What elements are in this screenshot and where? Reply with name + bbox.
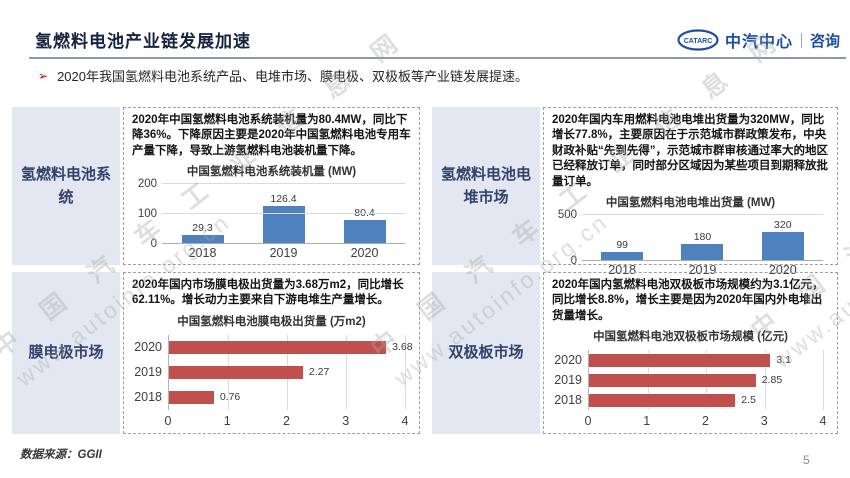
plot-area: 3.1 2.85 2.5 (588, 350, 824, 410)
page-number: 5 (803, 453, 810, 467)
plot-area: 99 180 320 (582, 214, 823, 262)
bar (601, 251, 644, 262)
sidebar-label-stack: 氢燃料电池电堆市场 (432, 107, 540, 265)
bar (169, 340, 387, 354)
bar (589, 393, 736, 407)
sidebar-label-bipolar: 双极板市场 (432, 272, 540, 434)
bar (169, 365, 303, 379)
bar (169, 390, 214, 404)
system-install-chart: 中国氢燃料电池系统装机量 (MW) 0 100 200 29.3 126.4 80.4 … (132, 159, 411, 260)
logo-divider (800, 32, 802, 48)
catarc-logo: CATARC 中汽中心 咨询 (677, 28, 840, 52)
bar (343, 220, 386, 245)
bullet-arrow-icon: ➢ (38, 69, 49, 83)
panel-description: 2020年国内市场膜电极出货量为3.68万m2，同比增长62.11%。增长动力主… (132, 279, 404, 307)
sidebar-label-system: 氢燃料电池系统 (12, 107, 120, 265)
header-divider-line (29, 57, 846, 59)
x-axis-labels: 2018 2019 2020 (188, 246, 379, 261)
y-axis-categories: 2020 2019 2018 (554, 353, 582, 408)
x-axis-labels: 2018 2019 2020 (608, 263, 797, 278)
page-title: 氢燃料电池产业链发展加速 (35, 32, 251, 51)
content-box-membrane: 2020年国内市场膜电极出货量为3.68万m2，同比增长62.11%。增长动力主… (123, 272, 420, 434)
bipolar-market-chart: 中国氢燃料电池双极板市场规模 (亿元) 2020 2019 2018 3.1 2.85… (552, 324, 829, 429)
panel-description: 2020年中国氢燃料电池系统装机量为80.4MW，同比下降36%。下降原因主要是… (132, 114, 411, 157)
content-box-system: 2020年中国氢燃料电池系统装机量为80.4MW，同比下降36%。下降原因主要是… (123, 107, 420, 265)
plot-area: 29.3 126.4 80.4 (162, 183, 405, 245)
bar (589, 373, 756, 387)
catarc-emblem-icon: CATARC (677, 29, 719, 51)
bar (681, 244, 724, 262)
panel-stack-market: 氢燃料电池电堆市场 2020年国内车用燃料电池电堆出货量为320MW，同比增长7… (432, 107, 838, 277)
logo-suffix-text: 咨询 (809, 32, 840, 50)
chart-title: 中国氢燃料电池电堆出货量 (MW) (605, 197, 776, 210)
panel-description: 2020年国内车用燃料电池电堆出货量为320MW，同比增长77.8%，主要原因在… (552, 114, 828, 188)
chart-title: 中国氢燃料电池膜电极出货量 (万m2) (177, 315, 366, 328)
logo-brand-text: 中汽中心 (724, 34, 793, 51)
bar (181, 235, 224, 245)
chart-title: 中国氢燃料电池系统装机量 (MW) (186, 166, 357, 179)
stack-shipment-chart: 中国氢燃料电池电堆出货量 (MW) 0 500 99 180 320 2018 2019… (552, 190, 829, 277)
panel-bipolar-plate: 双极板市场 2020年国内氢燃料电池双极板市场规模约为3.1亿元，同比增长8.8… (432, 272, 838, 434)
panel-membrane-electrode: 膜电极市场 2020年国内市场膜电极出货量为3.68万m2，同比增长62.11%… (12, 272, 420, 434)
intro-text: 2020年我国氢燃料电池系统产品、电堆市场、膜电极、双极板等产业链发展提速。 (57, 69, 528, 84)
y-axis-categories: 2020 2019 2018 (134, 340, 162, 405)
membrane-shipment-chart: 中国氢燃料电池膜电极出货量 (万m2) 2020 2019 2018 3.68 2.2… (132, 309, 413, 429)
sidebar-label-membrane: 膜电极市场 (12, 272, 120, 434)
svg-text:CATARC: CATARC (684, 38, 713, 45)
bar (262, 206, 305, 245)
panel-description: 2020年国内氢燃料电池双极板市场规模约为3.1亿元，同比增长8.8%，增长主要… (552, 279, 824, 322)
bar (589, 353, 771, 367)
panel-fuel-cell-system: 氢燃料电池系统 2020年中国氢燃料电池系统装机量为80.4MW，同比下降36%… (12, 107, 420, 265)
plot-area: 3.68 2.27 0.76 (168, 334, 413, 410)
bar (761, 231, 804, 262)
data-source-note: 数据来源：GGII (20, 449, 102, 461)
content-box-bipolar: 2020年国内氢燃料电池双极板市场规模约为3.1亿元，同比增长8.8%，增长主要… (543, 272, 838, 434)
content-box-stack: 2020年国内车用燃料电池电堆出货量为320MW，同比增长77.8%，主要原因在… (543, 107, 838, 277)
y-axis: 0 100 200 (137, 178, 157, 251)
intro-bullet: ➢ 2020年我国氢燃料电池系统产品、电堆市场、膜电极、双极板等产业链发展提速。 (38, 68, 528, 85)
chart-title: 中国氢燃料电池双极板市场规模 (亿元) (593, 331, 788, 344)
y-axis: 0 500 (557, 209, 577, 268)
